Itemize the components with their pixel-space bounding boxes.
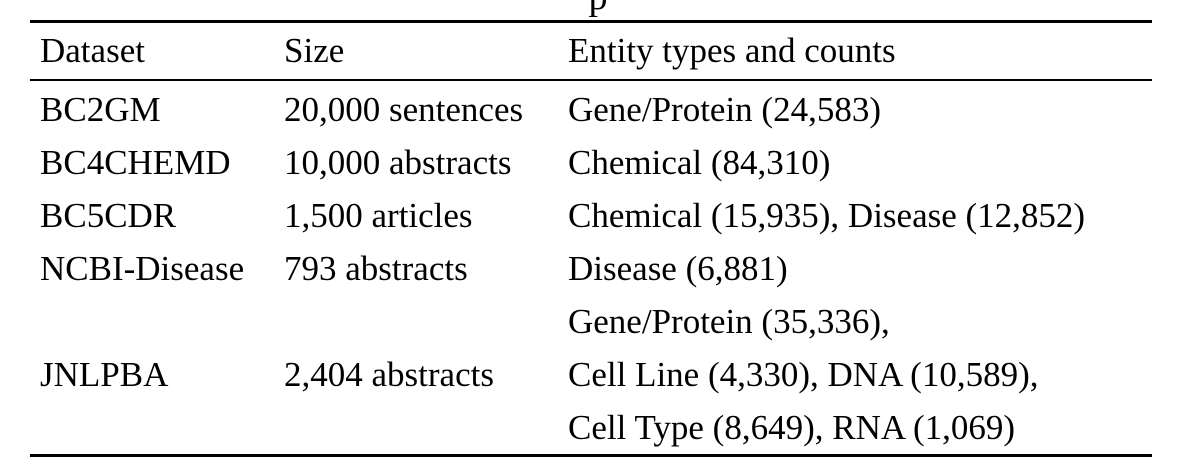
dataset-cell: BC5CDR [40, 196, 177, 235]
header-rule [30, 79, 1152, 81]
bottom-rule [30, 454, 1152, 457]
size-cell: 2,404 abstracts [284, 355, 494, 394]
dataset-cell: NCBI-Disease [40, 249, 245, 288]
size-cell: 793 abstracts [284, 249, 468, 288]
entities-cell: Chemical (84,310) [568, 143, 831, 182]
header-dataset: Dataset [40, 31, 145, 70]
size-cell: 1,500 articles [284, 196, 473, 235]
entities-cell: Gene/Protein (24,583) [568, 90, 881, 129]
entities-cell-line-3: Cell Type (8,649), RNA (1,069) [568, 408, 1016, 447]
entities-cell: Chemical (15,935), Disease (12,852) [568, 196, 1086, 235]
entities-cell-line-1: Gene/Protein (35,336), [568, 302, 890, 341]
entities-cell: Disease (6,881) [568, 249, 788, 288]
entities-cell-line-2: Cell Line (4,330), DNA (10,589), [568, 355, 1039, 394]
dataset-cell: BC4CHEMD [40, 143, 231, 182]
header-size: Size [284, 31, 345, 70]
dataset-cell: JNLPBA [40, 355, 169, 394]
size-cell: 20,000 sentences [284, 90, 524, 129]
size-cell: 10,000 abstracts [284, 143, 512, 182]
header-entity-types: Entity types and counts [568, 31, 896, 70]
top-rule [30, 20, 1152, 23]
table-caption-fragment: p [0, 0, 1196, 16]
dataset-cell: BC2GM [40, 90, 161, 129]
